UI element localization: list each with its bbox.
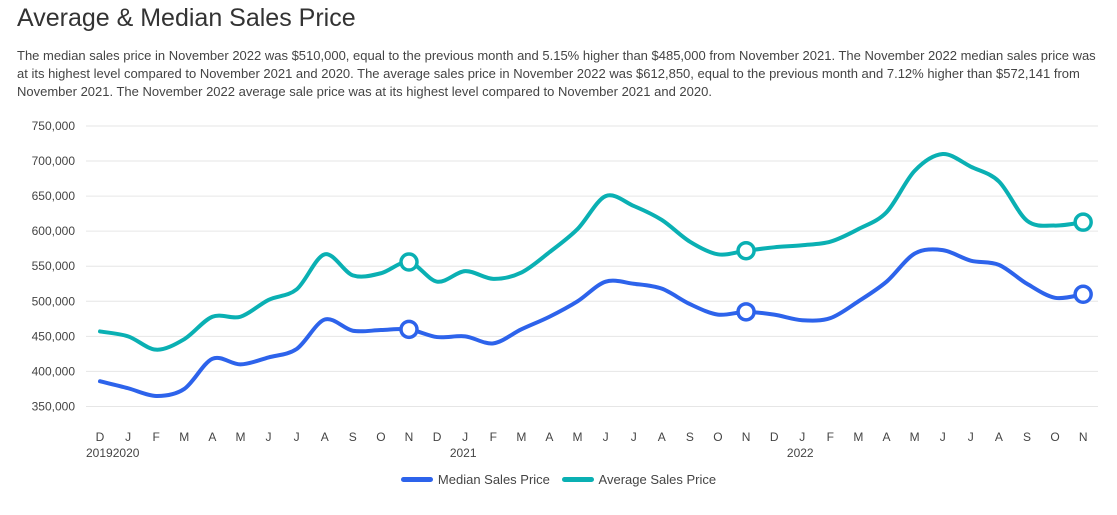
x-tick-label: F: [827, 430, 834, 444]
highlight-point-median[interactable]: [736, 302, 756, 322]
x-tick-label: J: [294, 430, 300, 444]
x-tick-label: J: [125, 430, 131, 444]
y-tick-label: 550,000: [32, 259, 76, 273]
y-tick-label: 650,000: [32, 189, 76, 203]
x-tick-label: J: [266, 430, 272, 444]
y-axis-ticks: 350,000 400,000 450,000 500,000 550,000 600,0…: [32, 119, 76, 413]
highlight-points: [399, 212, 1093, 340]
legend-label-average: Average Sales Price: [598, 472, 717, 487]
page-title: Average & Median Sales Price: [17, 4, 356, 32]
x-tick-label: A: [321, 430, 329, 444]
x-tick-label: S: [1023, 430, 1031, 444]
gridlines: [86, 125, 1098, 407]
legend-item-median[interactable]: Median Sales Price: [400, 472, 550, 487]
x-tick-label: J: [462, 430, 468, 444]
x-tick-label: J: [968, 430, 974, 444]
x-tick-label: J: [603, 430, 609, 444]
x-tick-label: M: [853, 430, 863, 444]
highlight-point-average[interactable]: [399, 252, 419, 272]
x-tick-label: O: [1050, 430, 1059, 444]
y-tick-label: 350,000: [32, 399, 76, 413]
x-tick-label: S: [349, 430, 357, 444]
x-tick-label: J: [799, 430, 805, 444]
y-tick-label: 450,000: [32, 329, 76, 343]
x-tick-label: M: [235, 430, 245, 444]
y-tick-label: 750,000: [32, 119, 76, 133]
highlight-point-average[interactable]: [1073, 212, 1093, 232]
x-tick-label: J: [940, 430, 946, 444]
legend-swatch-average: [561, 477, 594, 482]
x-year-label: 2022: [787, 446, 814, 460]
highlight-point-median[interactable]: [399, 319, 419, 340]
x-year-label: 2020: [113, 446, 140, 460]
series-line-median: [98, 247, 1086, 398]
legend-swatch-median: [400, 477, 433, 482]
sales-price-chart: 350,000 400,000 450,000 500,000 550,000 600,0…: [32, 119, 1098, 460]
chart-legend: Median Sales Price Average Sales Price: [0, 470, 1117, 487]
chart-description: The median sales price in November 2022 …: [17, 48, 1096, 99]
y-tick-label: 400,000: [32, 364, 76, 378]
highlight-point-median[interactable]: [1073, 284, 1093, 305]
x-tick-label: A: [658, 430, 666, 444]
series-lines: [98, 152, 1086, 398]
x-tick-label: M: [179, 430, 189, 444]
x-tick-label: M: [573, 430, 583, 444]
x-tick-label: O: [376, 430, 385, 444]
highlight-point-average[interactable]: [736, 240, 756, 261]
x-tick-label: N: [1079, 430, 1088, 444]
x-tick-label: F: [153, 430, 160, 444]
legend-label-median: Median Sales Price: [437, 472, 550, 487]
x-year-label: 2019: [86, 446, 113, 460]
x-tick-label: A: [545, 430, 553, 444]
x-tick-label: M: [910, 430, 920, 444]
series-line-average: [98, 152, 1086, 352]
x-tick-label: D: [770, 430, 779, 444]
y-tick-label: 700,000: [32, 154, 76, 168]
x-axis-ticks: D J F M A M J J A S O N D J F M A M J J A S O N D J F M A M J J A S O N 2019…: [86, 430, 1087, 460]
x-tick-label: A: [208, 430, 216, 444]
x-tick-label: A: [883, 430, 891, 444]
x-tick-label: N: [405, 430, 414, 444]
y-tick-label: 500,000: [32, 294, 76, 308]
x-tick-label: D: [96, 430, 105, 444]
x-tick-label: N: [742, 430, 751, 444]
x-tick-label: O: [713, 430, 722, 444]
x-tick-label: M: [516, 430, 526, 444]
x-tick-label: D: [433, 430, 442, 444]
x-tick-label: F: [490, 430, 497, 444]
y-tick-label: 600,000: [32, 224, 76, 238]
x-tick-label: A: [995, 430, 1003, 444]
legend-item-average[interactable]: Average Sales Price: [561, 472, 717, 487]
x-tick-label: J: [631, 430, 637, 444]
x-tick-label: S: [686, 430, 694, 444]
x-year-label: 2021: [450, 446, 477, 460]
